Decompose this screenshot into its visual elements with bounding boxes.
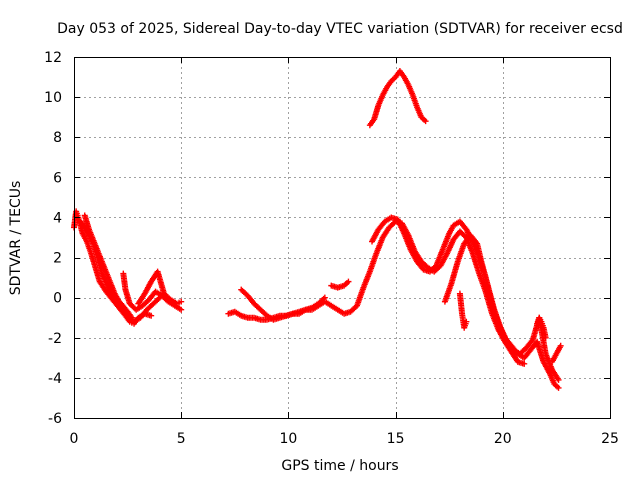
y-tick-label: 4 bbox=[53, 210, 62, 226]
series-arc-14 bbox=[549, 342, 564, 365]
x-tick-label: 20 bbox=[494, 431, 512, 447]
y-tick-label: -2 bbox=[48, 331, 62, 347]
data-point bbox=[422, 118, 429, 125]
data-point bbox=[155, 295, 162, 302]
data-marks bbox=[71, 68, 564, 391]
y-tick-label: 12 bbox=[44, 50, 62, 66]
x-tick-label: 15 bbox=[387, 431, 405, 447]
series-arc-13 bbox=[534, 314, 549, 341]
plot-frame bbox=[74, 57, 611, 419]
x-tick-label: 5 bbox=[177, 431, 186, 447]
data-point bbox=[320, 295, 327, 302]
series-arc-11 bbox=[441, 232, 562, 383]
y-axis-label: SDTVAR / TECUs bbox=[8, 181, 24, 296]
data-point bbox=[555, 384, 562, 391]
data-point bbox=[542, 334, 549, 341]
series-arc-8 bbox=[328, 278, 352, 291]
x-tick-label: 25 bbox=[601, 431, 619, 447]
data-point bbox=[463, 318, 470, 325]
chart-title: Day 053 of 2025, Sidereal Day-to-day VTE… bbox=[57, 21, 623, 37]
x-tick-label: 10 bbox=[279, 431, 297, 447]
series-arc-6 bbox=[225, 218, 528, 367]
data-point bbox=[321, 294, 328, 301]
data-point bbox=[345, 278, 352, 285]
data-point bbox=[178, 306, 185, 313]
y-tick-label: -4 bbox=[48, 371, 62, 387]
x-axis-label: GPS time / hours bbox=[281, 458, 398, 474]
series-arc-12 bbox=[456, 290, 470, 331]
y-tick-label: 0 bbox=[53, 291, 62, 307]
data-point bbox=[557, 342, 564, 349]
data-point bbox=[555, 376, 562, 383]
data-point bbox=[521, 360, 528, 367]
data-point bbox=[178, 298, 185, 305]
series-arc-9 bbox=[366, 68, 429, 129]
y-tick-label: 6 bbox=[53, 170, 62, 186]
y-tick-label: 10 bbox=[44, 90, 62, 106]
y-tick-label: -6 bbox=[48, 411, 62, 427]
grid bbox=[74, 57, 610, 418]
series-arc-5 bbox=[135, 268, 185, 307]
y-tick-label: 2 bbox=[53, 251, 62, 267]
series-arc-7 bbox=[238, 286, 328, 323]
x-tick-label: 0 bbox=[70, 431, 79, 447]
axis-ticks: 0 5 10 15 20 25 -6 -4 -2 0 2 4 6 8 10 12 bbox=[44, 50, 619, 447]
data-point bbox=[148, 312, 155, 319]
y-tick-label: 8 bbox=[53, 130, 62, 146]
series-arc-4 bbox=[120, 270, 185, 313]
series-arc-3 bbox=[81, 212, 163, 325]
